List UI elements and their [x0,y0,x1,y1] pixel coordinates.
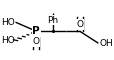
Text: O: O [32,37,39,46]
Text: OH: OH [98,39,112,48]
Text: HO: HO [1,36,14,45]
Text: O: O [76,20,83,29]
Text: Ph: Ph [47,16,58,25]
Text: HO: HO [1,18,14,27]
Text: P: P [32,26,40,36]
